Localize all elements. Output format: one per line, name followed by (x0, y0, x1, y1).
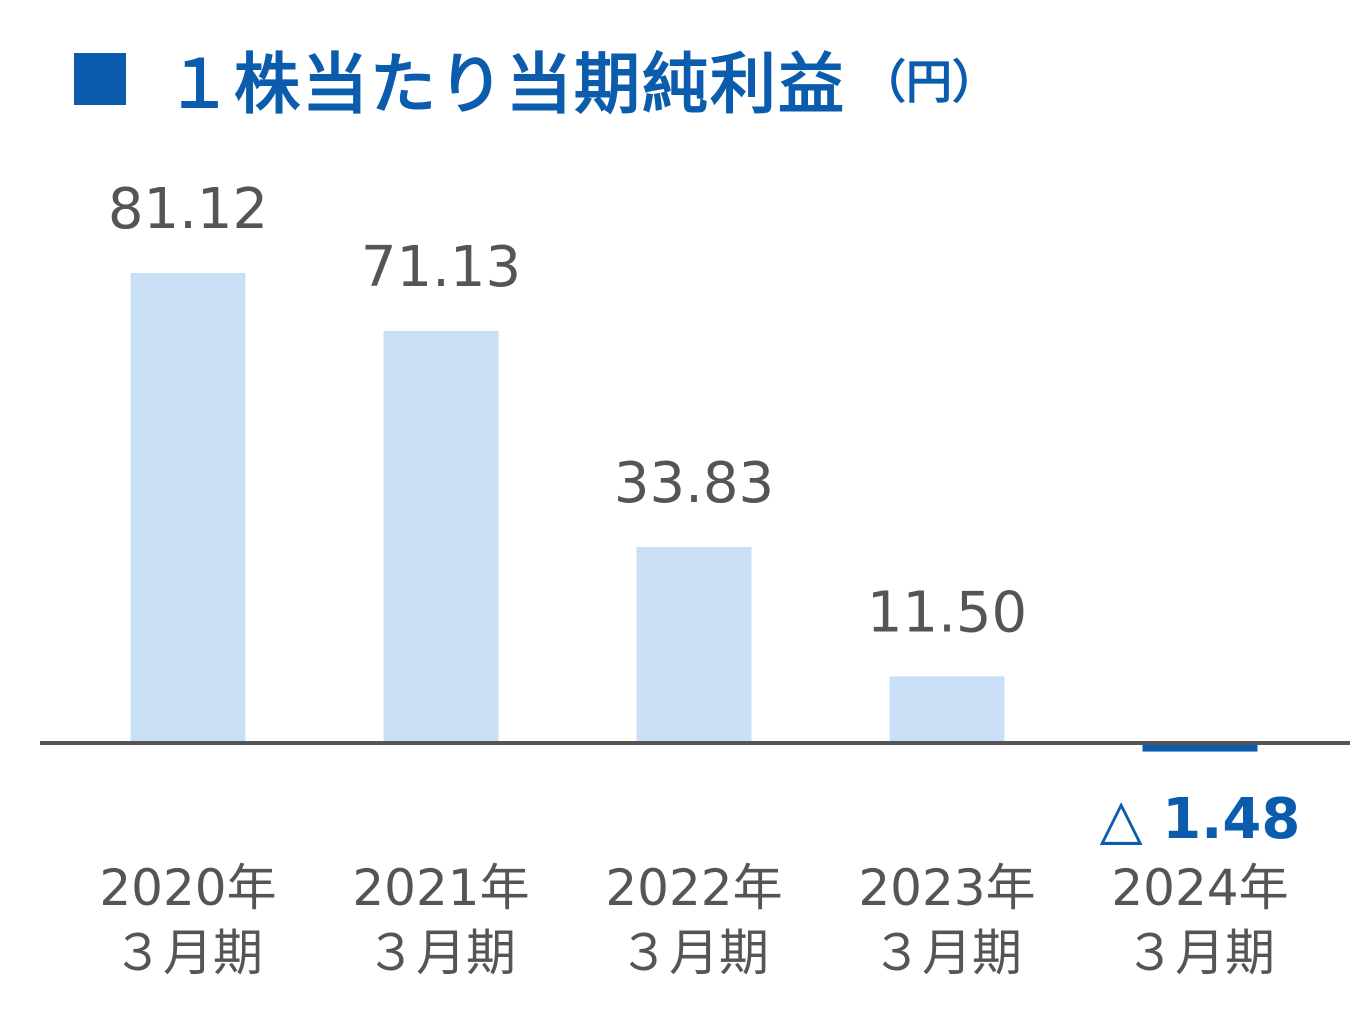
category-label-1-line-1: ３月期 (366, 924, 516, 982)
category-label-3-line-1: ３月期 (872, 924, 1022, 982)
bar-1 (383, 330, 499, 743)
chart-title: １株当たり当期純利益 （円） (74, 34, 998, 124)
category-label-0-line-1: ３月期 (113, 924, 263, 982)
value-label-4: △ 1.48 (1100, 787, 1301, 852)
bar-4 (1142, 743, 1258, 752)
bars-group (130, 273, 1258, 752)
chart-title-main: １株当たり当期純利益 (166, 46, 846, 123)
bar-0 (130, 273, 246, 743)
value-label-3: 11.50 (867, 580, 1027, 645)
bar-2 (636, 546, 752, 743)
category-label-4-line-1: ３月期 (1125, 924, 1275, 982)
bar-3 (889, 676, 1005, 743)
value-label-0: 81.12 (108, 177, 268, 242)
category-label-4-line-0: 2024年 (1111, 859, 1288, 917)
category-label-2-line-0: 2022年 (605, 859, 782, 917)
square-bullet-icon (74, 53, 126, 105)
value-labels-group: 81.12 71.13 33.83 11.50 △ 1.48 (108, 177, 1301, 852)
value-label-1: 71.13 (361, 235, 521, 300)
category-label-3-line-0: 2023年 (858, 859, 1035, 917)
value-label-2: 33.83 (614, 451, 774, 516)
chart-title-unit: （円） (860, 55, 998, 109)
category-label-1-line-0: 2021年 (352, 859, 529, 917)
category-label-0-line-0: 2020年 (99, 859, 276, 917)
category-labels-group: 2020年 ３月期 2021年 ３月期 2022年 ３月期 2023年 ３月期 2024年 ３月期 (99, 859, 1288, 982)
category-label-2-line-1: ３月期 (619, 924, 769, 982)
